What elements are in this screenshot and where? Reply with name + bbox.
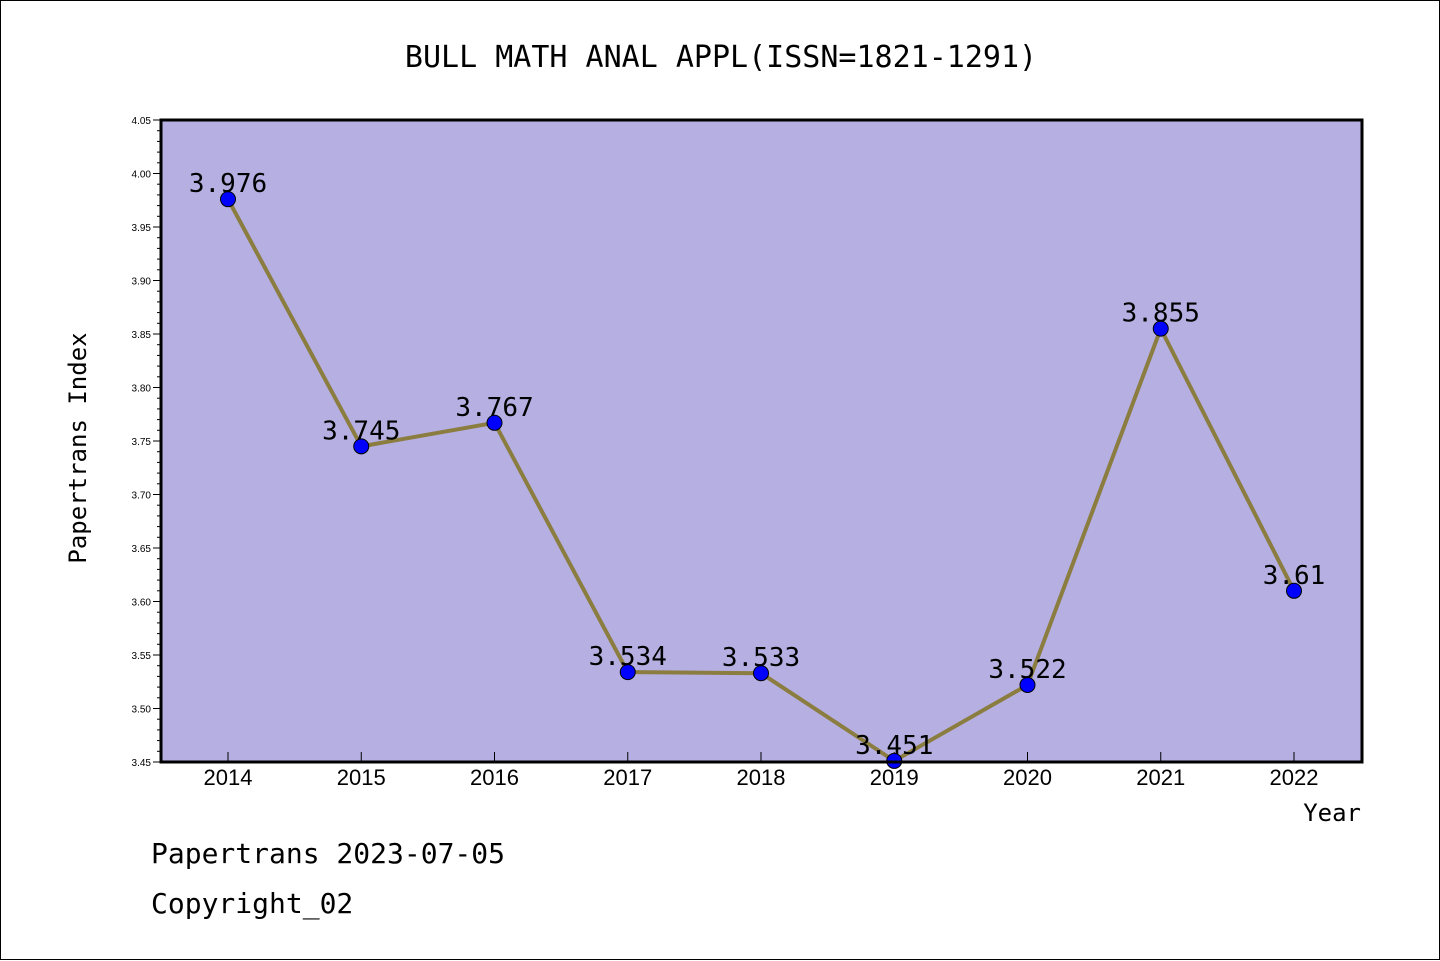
y-tick-label: 3.80 bbox=[132, 384, 152, 395]
y-axis: 3.45 3.50 3.55 3.60 3.65 3.70 3.75 3.80 3.85 3.90… bbox=[132, 116, 161, 769]
y-tick-label: 3.75 bbox=[132, 437, 152, 448]
data-label: 3.61 bbox=[1263, 561, 1326, 591]
series-group: 3.976 3.745 3.767 3.534 3.533 3.451 3.522 3.855… bbox=[189, 169, 1326, 769]
y-tick-label: 3.55 bbox=[132, 651, 152, 662]
data-label: 3.451 bbox=[855, 731, 933, 761]
data-label: 3.533 bbox=[722, 643, 800, 673]
data-point-marker bbox=[220, 191, 236, 208]
x-tick-label: 2022 bbox=[1270, 765, 1319, 790]
data-label: 3.976 bbox=[189, 169, 267, 199]
x-tick-label: 2017 bbox=[603, 765, 652, 790]
x-tick-label: 2021 bbox=[1136, 765, 1185, 790]
x-tick-label: 2015 bbox=[337, 765, 386, 790]
y-tick-label: 3.85 bbox=[132, 330, 152, 341]
data-point-marker bbox=[1152, 320, 1169, 337]
plot-border bbox=[159, 118, 1364, 764]
data-point-marker bbox=[753, 665, 769, 682]
data-point-marker bbox=[619, 664, 636, 681]
y-tick-label: 3.50 bbox=[132, 705, 152, 716]
y-tick-label: 3.65 bbox=[132, 544, 152, 555]
x-axis-label: Year bbox=[1303, 799, 1361, 827]
footer-copyright: Copyright_02 bbox=[151, 887, 354, 920]
y-tick-label: 4.00 bbox=[132, 170, 152, 181]
data-label: 3.522 bbox=[988, 655, 1066, 685]
y-tick-label: 3.70 bbox=[132, 491, 152, 502]
data-label: 3.767 bbox=[455, 393, 533, 423]
x-tick-label: 2014 bbox=[204, 765, 253, 790]
data-point-marker bbox=[486, 414, 503, 431]
y-tick-label: 3.45 bbox=[132, 758, 152, 769]
y-tick-label: 3.60 bbox=[132, 598, 152, 609]
y-tick-label: 4.05 bbox=[132, 116, 152, 127]
y-axis-label: Papertrans Index bbox=[64, 332, 92, 563]
data-point-marker bbox=[353, 438, 370, 455]
x-tick-label: 2016 bbox=[470, 765, 519, 790]
data-point-marker bbox=[1286, 582, 1302, 599]
data-label: 3.745 bbox=[322, 416, 400, 446]
x-tick-label: 2020 bbox=[1003, 765, 1052, 790]
data-point-marker bbox=[1019, 676, 1036, 693]
x-tick-label: 2018 bbox=[737, 765, 786, 790]
data-label: 3.534 bbox=[589, 642, 667, 672]
y-tick-label: 3.95 bbox=[132, 223, 152, 234]
y-tick-label: 3.90 bbox=[132, 277, 152, 288]
footer-date: Papertrans 2023-07-05 bbox=[151, 837, 506, 870]
x-axis: 2014 2015 2016 2017 2018 2019 2020 2021 2022 bbox=[204, 752, 1319, 790]
x-tick-label: 2019 bbox=[870, 765, 919, 790]
chart-title: BULL MATH ANAL APPL(ISSN=1821-1291) bbox=[405, 40, 1037, 75]
data-label: 3.855 bbox=[1122, 299, 1200, 329]
